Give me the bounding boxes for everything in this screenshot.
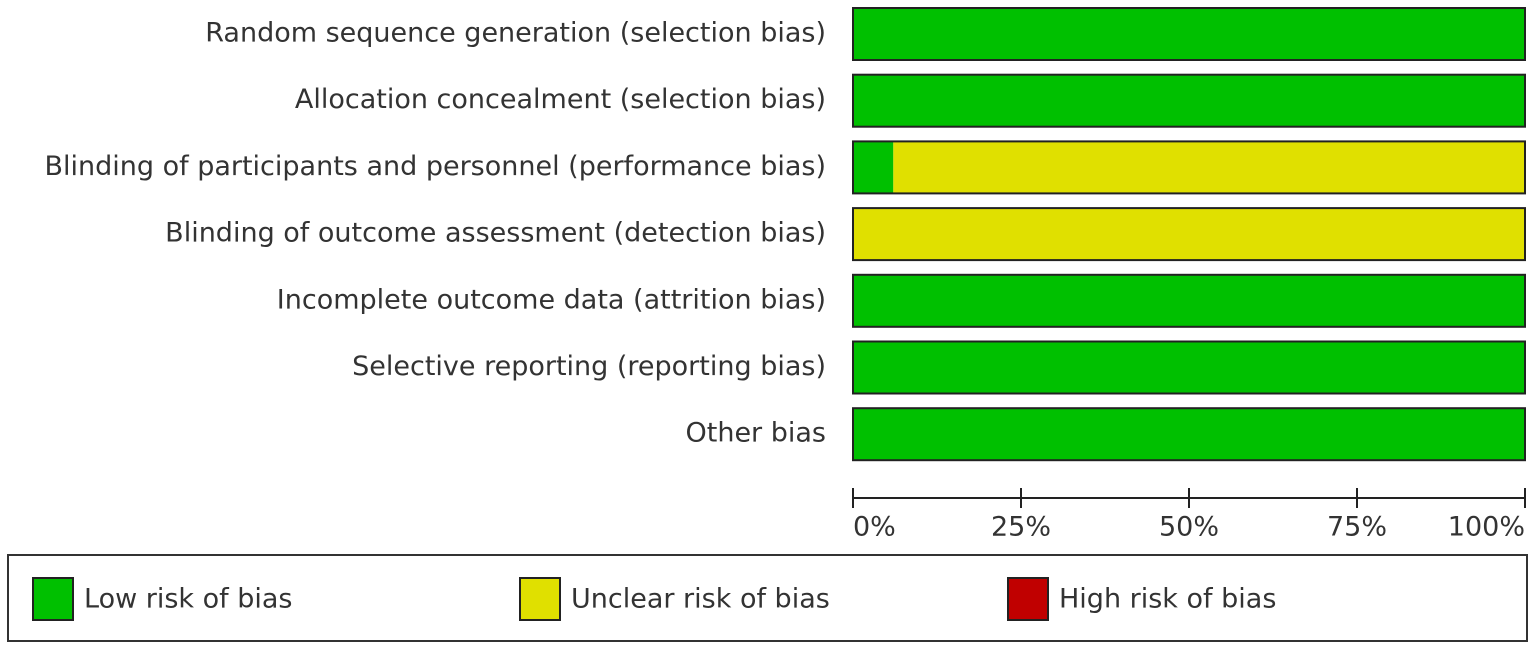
category-label: Blinding of outcome assessment (detectio… — [165, 218, 826, 249]
bar-outline — [852, 7, 1526, 61]
bar-segment — [853, 8, 1525, 60]
bar-outline — [852, 140, 1526, 195]
category-label: Incomplete outcome data (attrition bias) — [277, 284, 826, 315]
bar-segment — [893, 141, 1525, 194]
bar-outline — [852, 273, 1526, 328]
bar-outline — [852, 340, 1526, 395]
bar-segment — [853, 141, 894, 194]
legend-swatch — [32, 577, 74, 621]
category-label: Other bias — [686, 418, 827, 449]
legend-label: Unclear risk of bias — [571, 584, 830, 615]
bar-segment — [853, 408, 1525, 461]
category-label: Selective reporting (reporting bias) — [352, 351, 826, 382]
category-label: Blinding of participants and personnel (… — [44, 151, 826, 182]
bar-outline — [852, 407, 1526, 462]
bar-outline — [852, 207, 1526, 262]
bar-segment — [853, 274, 1525, 327]
x-tick-label: 0% — [853, 512, 896, 543]
x-tick-label: 25% — [991, 512, 1051, 543]
legend-label: High risk of bias — [1059, 584, 1276, 615]
category-label: Random sequence generation (selection bi… — [205, 18, 826, 49]
bar-segment — [853, 74, 1525, 127]
bar-outline — [852, 73, 1526, 128]
legend-swatch — [519, 577, 561, 621]
legend-box — [7, 554, 1528, 642]
x-tick-label: 75% — [1327, 512, 1387, 543]
legend-label: Low risk of bias — [84, 584, 293, 615]
bar-segment — [853, 341, 1525, 394]
legend-swatch — [1007, 577, 1049, 621]
bar-segment — [853, 208, 1525, 261]
category-label: Allocation concealment (selection bias) — [295, 84, 826, 115]
x-tick-label: 50% — [1159, 512, 1219, 543]
x-tick-label: 100% — [1448, 512, 1525, 543]
